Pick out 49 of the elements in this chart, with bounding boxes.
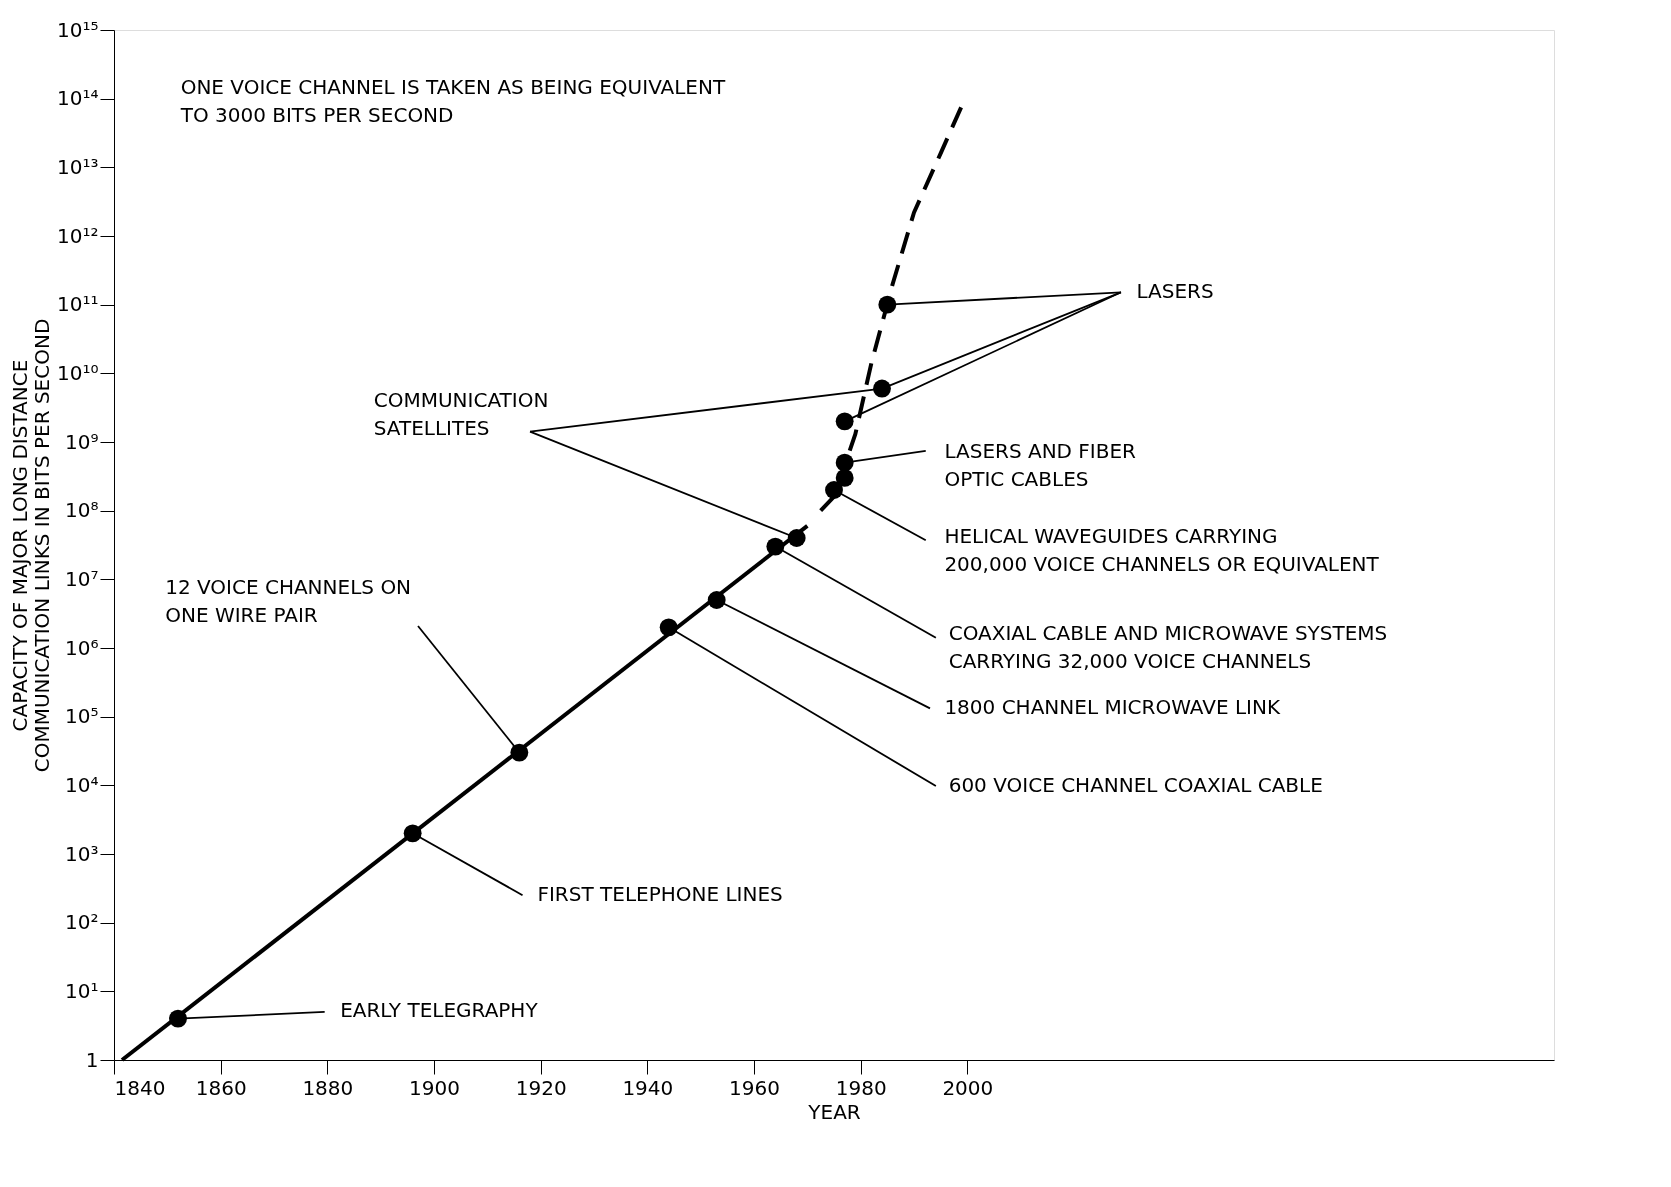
annotation: COMMUNICATION SATELLITES bbox=[373, 388, 549, 441]
y-axis-title: CAPACITY OF MAJOR LONG DISTANCE COMMUNICATION LINKS IN BITS PER SECOND bbox=[8, 318, 55, 773]
y-tick-label: 10⁸ bbox=[65, 498, 99, 523]
point bbox=[835, 412, 854, 431]
x-tick-label: 1920 bbox=[515, 1075, 567, 1100]
y-tick-label: 10⁵ bbox=[65, 704, 99, 729]
y-tick-label: 10³ bbox=[65, 841, 99, 866]
annotation: 12 VOICE CHANNELS ON ONE WIRE PAIR bbox=[165, 574, 412, 627]
point bbox=[835, 453, 854, 472]
point bbox=[766, 537, 785, 556]
annotation: ONE VOICE CHANNEL IS TAKEN AS BEING EQUIVALENT TO 3000 BITS PER SECOND bbox=[179, 75, 726, 128]
y-tick-label: 10¹² bbox=[57, 223, 99, 248]
y-tick-label: 10¹ bbox=[65, 978, 99, 1003]
y-tick-label: 10⁴ bbox=[65, 772, 99, 797]
annotation: COAXIAL CABLE AND MICROWAVE SYSTEMS CARRYING 32,000 VOICE CHANNELS bbox=[948, 620, 1388, 673]
x-axis-title: YEAR bbox=[807, 1099, 861, 1124]
point bbox=[510, 743, 529, 762]
y-tick-label: 1 bbox=[85, 1047, 99, 1072]
x-tick-label: 1840 bbox=[114, 1075, 166, 1100]
x-tick-label: 2000 bbox=[942, 1075, 994, 1100]
point bbox=[403, 824, 422, 843]
y-tick-label: 10² bbox=[65, 910, 99, 935]
x-tick-label: 1940 bbox=[622, 1075, 674, 1100]
x-tick-label: 1880 bbox=[302, 1075, 354, 1100]
point bbox=[878, 295, 897, 314]
annotation: 600 VOICE CHANNEL COAXIAL CABLE bbox=[948, 773, 1323, 798]
point bbox=[707, 591, 726, 609]
annotation: LASERS bbox=[1136, 279, 1214, 304]
point bbox=[835, 468, 854, 487]
x-tick-label: 1980 bbox=[835, 1075, 887, 1100]
annotation: EARLY TELEGRAPHY bbox=[340, 997, 539, 1022]
annotation: FIRST TELEPHONE LINES bbox=[537, 882, 783, 907]
y-tick-label: 10⁹ bbox=[65, 429, 99, 454]
y-tick-label: 10⁷ bbox=[65, 566, 99, 591]
x-tick-label: 1900 bbox=[409, 1075, 460, 1100]
x-tick-label: 1860 bbox=[195, 1075, 247, 1100]
annotation: LASERS AND FIBER OPTIC CABLES bbox=[944, 439, 1137, 492]
point bbox=[787, 529, 806, 547]
point bbox=[169, 1009, 187, 1028]
y-tick-label: 10¹⁴ bbox=[57, 86, 99, 111]
x-tick-label: 1960 bbox=[729, 1075, 780, 1100]
y-tick-label: 10¹⁰ bbox=[57, 360, 99, 385]
y-tick-label: 10¹¹ bbox=[57, 292, 99, 317]
y-tick-label: 10¹⁵ bbox=[57, 17, 99, 42]
annotation: 1800 CHANNEL MICROWAVE LINK bbox=[944, 695, 1281, 720]
annotation: HELICAL WAVEGUIDES CARRYING 200,000 VOICE CHANNELS OR EQUIVALENT bbox=[944, 523, 1380, 576]
y-tick-label: 10⁶ bbox=[65, 635, 99, 660]
y-tick-label: 10¹³ bbox=[57, 154, 99, 179]
point bbox=[659, 618, 678, 637]
